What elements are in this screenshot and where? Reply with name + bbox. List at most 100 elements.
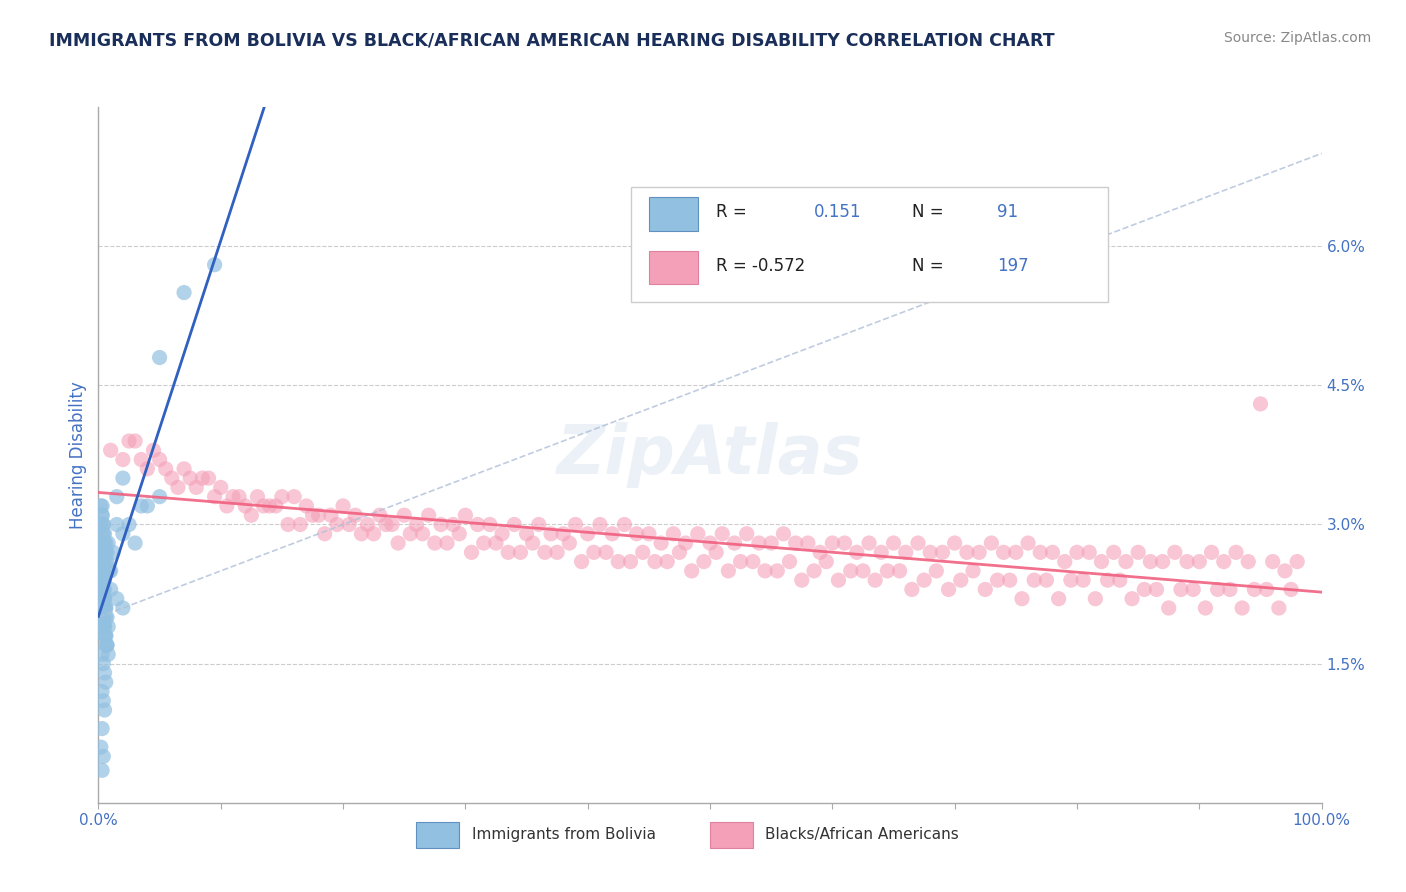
- Point: [96, 545, 118, 559]
- Point: [91, 545, 114, 559]
- Point: [894, 545, 917, 559]
- Point: [546, 545, 568, 559]
- Point: [100, 582, 122, 597]
- Text: Source: ZipAtlas.com: Source: ZipAtlas.com: [1223, 31, 1371, 45]
- Point: [827, 573, 849, 587]
- Point: [91, 601, 114, 615]
- Point: [668, 545, 690, 559]
- Text: N =: N =: [912, 203, 943, 221]
- Point: [93, 703, 115, 717]
- Point: [1164, 545, 1187, 559]
- Point: [1237, 555, 1260, 569]
- Point: [589, 517, 612, 532]
- Point: [97, 536, 120, 550]
- Point: [259, 499, 281, 513]
- Point: [222, 490, 245, 504]
- Point: [308, 508, 330, 523]
- Point: [638, 526, 661, 541]
- Point: [730, 555, 752, 569]
- Point: [368, 508, 391, 523]
- Point: [1212, 555, 1234, 569]
- Point: [1139, 555, 1161, 569]
- Point: [124, 536, 146, 550]
- Point: [967, 545, 990, 559]
- Point: [94, 610, 117, 624]
- Point: [93, 591, 115, 606]
- Point: [863, 573, 886, 587]
- Point: [173, 462, 195, 476]
- Point: [91, 536, 114, 550]
- Point: [1157, 601, 1180, 615]
- Point: [149, 490, 172, 504]
- Point: [491, 526, 513, 541]
- Point: [522, 536, 544, 550]
- Point: [1206, 582, 1229, 597]
- Point: [564, 517, 586, 532]
- Point: [91, 526, 114, 541]
- Point: [337, 517, 360, 532]
- Point: [252, 499, 274, 513]
- Point: [96, 610, 118, 624]
- Point: [264, 499, 287, 513]
- Point: [90, 517, 112, 532]
- Point: [1128, 545, 1150, 559]
- Point: [1250, 397, 1272, 411]
- Text: 91: 91: [997, 203, 1018, 221]
- Point: [228, 490, 250, 504]
- Point: [576, 526, 599, 541]
- Point: [118, 517, 141, 532]
- Point: [766, 564, 789, 578]
- Point: [167, 480, 190, 494]
- Point: [111, 452, 134, 467]
- Point: [803, 564, 825, 578]
- Point: [93, 573, 115, 587]
- Point: [723, 536, 745, 550]
- Point: [1017, 536, 1039, 550]
- Point: [93, 582, 115, 597]
- Point: [149, 452, 172, 467]
- Point: [233, 499, 256, 513]
- Point: [240, 508, 263, 523]
- Point: [889, 564, 911, 578]
- Point: [179, 471, 201, 485]
- Point: [662, 526, 685, 541]
- Point: [191, 471, 214, 485]
- Point: [301, 508, 323, 523]
- Point: [1230, 601, 1253, 615]
- Point: [197, 471, 219, 485]
- Point: [644, 555, 666, 569]
- Point: [993, 545, 1015, 559]
- Point: [93, 591, 115, 606]
- Point: [94, 601, 117, 615]
- Point: [93, 629, 115, 643]
- Point: [399, 526, 422, 541]
- Point: [350, 526, 373, 541]
- Point: [93, 536, 115, 550]
- Point: [283, 490, 305, 504]
- Point: [136, 462, 159, 476]
- Point: [815, 555, 838, 569]
- Point: [613, 517, 636, 532]
- Text: R = -0.572: R = -0.572: [716, 257, 806, 275]
- Point: [657, 555, 679, 569]
- Point: [91, 648, 114, 662]
- Point: [717, 564, 740, 578]
- Point: [962, 564, 984, 578]
- Point: [858, 536, 880, 550]
- Point: [974, 582, 997, 597]
- Point: [1108, 573, 1130, 587]
- Point: [91, 657, 114, 671]
- Text: ZipAtlas: ZipAtlas: [557, 422, 863, 488]
- Point: [467, 517, 489, 532]
- Point: [619, 555, 641, 569]
- Point: [94, 545, 117, 559]
- Point: [204, 490, 226, 504]
- Point: [91, 526, 114, 541]
- Point: [90, 499, 112, 513]
- Point: [1121, 591, 1143, 606]
- Point: [91, 764, 114, 778]
- Point: [94, 629, 117, 643]
- Point: [472, 536, 495, 550]
- Point: [1188, 555, 1211, 569]
- Point: [91, 573, 114, 587]
